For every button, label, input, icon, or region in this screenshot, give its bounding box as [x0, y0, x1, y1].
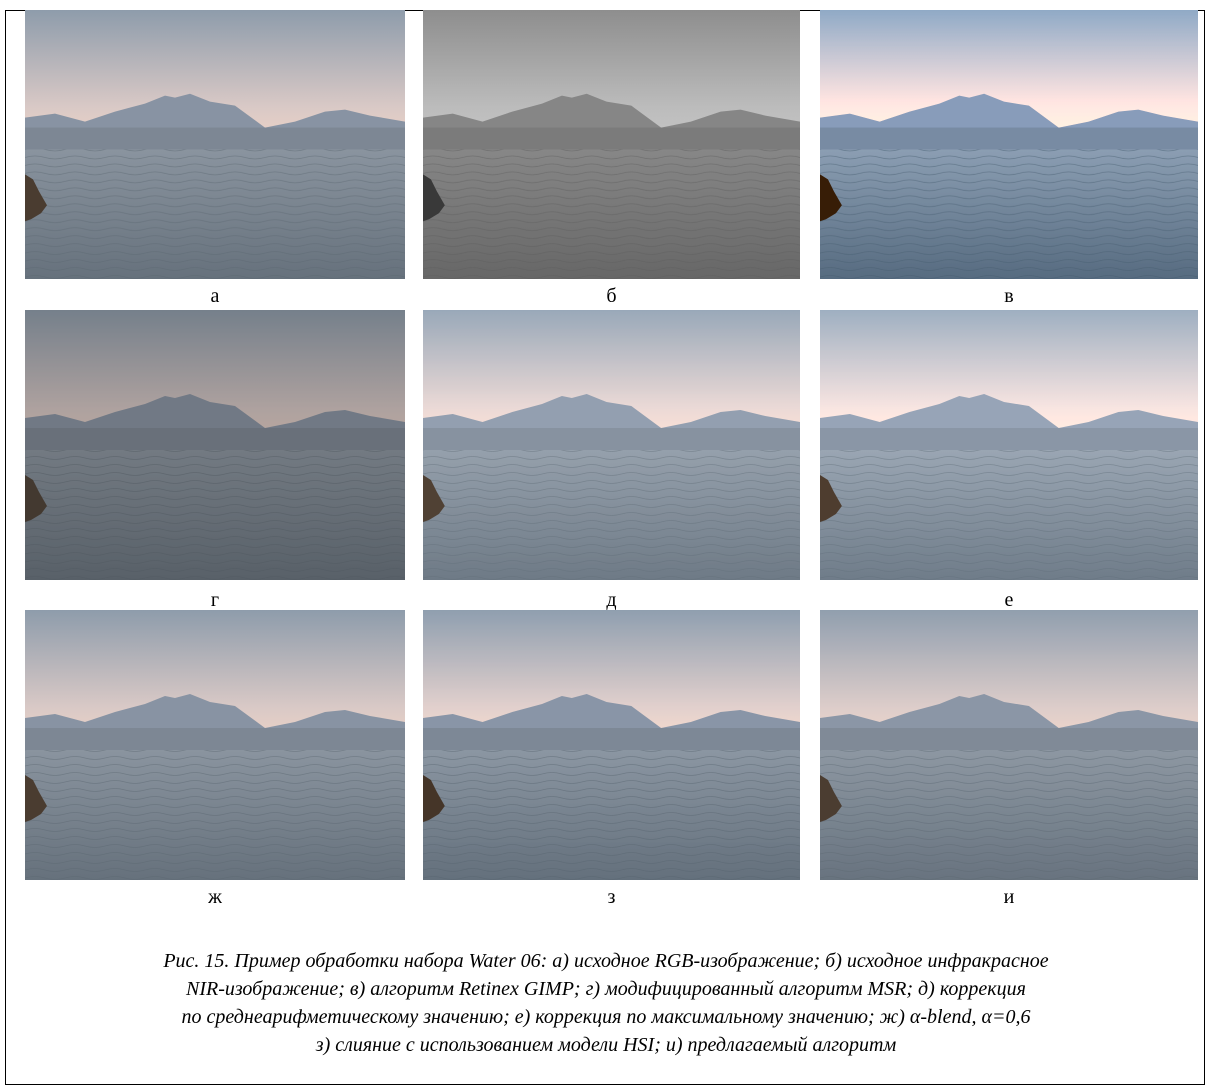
- photo: [423, 10, 800, 279]
- caption: Рис. 15. Пример обработки набора Water 0…: [162, 950, 1048, 1056]
- panel-label: г: [211, 589, 219, 611]
- photo: [820, 310, 1198, 580]
- photo: [25, 610, 405, 880]
- photo: [423, 610, 800, 880]
- panel-label: а: [211, 285, 220, 307]
- panel-label: б: [606, 285, 616, 307]
- photo: [423, 310, 800, 580]
- panel-label: д: [606, 589, 616, 611]
- photo: [820, 610, 1198, 880]
- panel-label: з: [608, 886, 616, 908]
- figure: Рис. 15. Пример обработки набора Water 0…: [0, 0, 1206, 1088]
- panel-label: ж: [207, 886, 222, 908]
- caption-line: з) слияние с использованием модели HSI; …: [315, 1034, 897, 1056]
- panel-label: и: [1004, 886, 1015, 908]
- panel-label: е: [1005, 589, 1014, 611]
- caption-line: по среднеарифметическому значению; е) ко…: [182, 1006, 1031, 1028]
- caption-line: NIR-изображение; в) алгоритм Retinex GIM…: [185, 978, 1026, 1000]
- panel-label: в: [1004, 285, 1013, 307]
- page: {"panels": [ {"label": "а"}, {"label": "…: [0, 0, 1206, 1088]
- photo: [25, 310, 405, 580]
- photo: [820, 10, 1198, 279]
- photo: [25, 10, 405, 279]
- caption-line: Рис. 15. Пример обработки набора Water 0…: [162, 950, 1048, 972]
